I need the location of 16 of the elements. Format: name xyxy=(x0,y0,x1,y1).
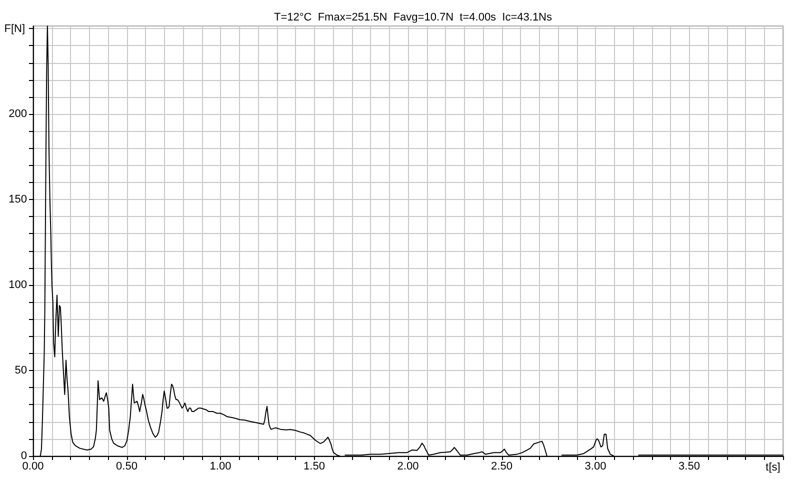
y-axis-title: F[N] xyxy=(4,23,25,35)
y-tick-label: 200 xyxy=(8,108,27,120)
y-tick-label: 0 xyxy=(20,450,27,462)
x-tick-label: 0.50 xyxy=(116,460,138,472)
x-tick-label: 3.00 xyxy=(584,460,606,472)
x-tick-label: 2.50 xyxy=(491,460,512,472)
x-axis-title: t[s] xyxy=(766,462,780,474)
x-tick-label: 3.50 xyxy=(678,460,700,472)
y-tick-label: 100 xyxy=(8,279,27,292)
x-tick-label: 1.50 xyxy=(304,460,325,472)
x-tick-label: 0.00 xyxy=(22,460,44,472)
y-tick-label: 150 xyxy=(8,194,27,206)
chart-title: T=12°C Fmax=251.5N Favg=10.7N t=4.00s Ic=43.1Ns xyxy=(274,12,553,24)
y-tick-label: 50 xyxy=(14,364,27,377)
x-tick-label: 2.00 xyxy=(397,460,419,472)
x-tick-label: 1.00 xyxy=(210,460,232,472)
